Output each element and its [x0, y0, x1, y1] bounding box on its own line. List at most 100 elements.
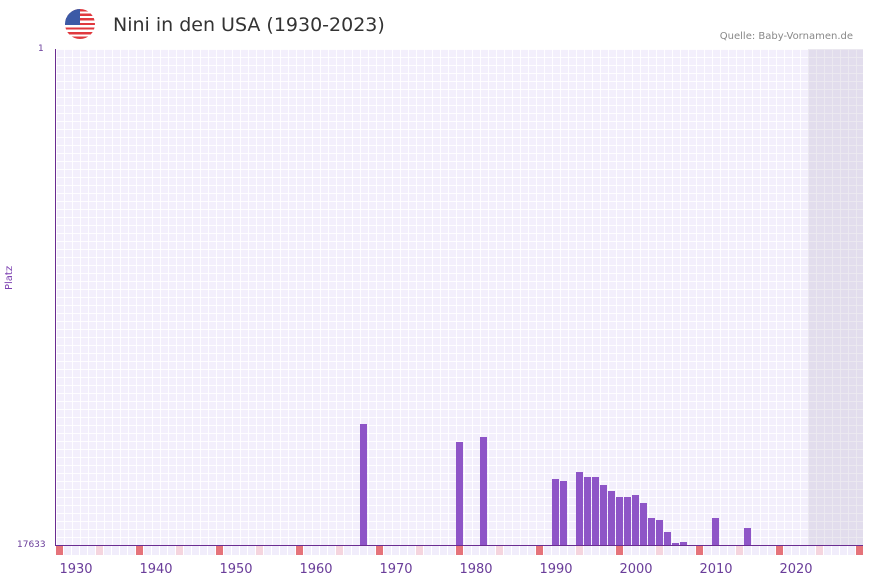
y-axis-label: Platz [4, 265, 15, 290]
year-marker [432, 546, 439, 555]
bar-1997[interactable] [608, 491, 615, 545]
year-marker [88, 546, 95, 555]
year-marker [104, 546, 111, 555]
year-marker [152, 546, 159, 555]
year-marker [640, 546, 647, 555]
year-marker [184, 546, 191, 555]
year-marker [696, 546, 703, 555]
year-marker [816, 546, 823, 555]
year-marker [784, 546, 791, 555]
bar-2014[interactable] [744, 528, 751, 545]
year-marker [448, 546, 455, 555]
year-marker [768, 546, 775, 555]
year-marker [680, 546, 687, 555]
plot-area [56, 49, 863, 545]
bar-1995[interactable] [592, 477, 599, 545]
year-marker [320, 546, 327, 555]
year-marker [600, 546, 607, 555]
year-marker [216, 546, 223, 555]
bar-2000[interactable] [632, 495, 639, 545]
year-marker [472, 546, 479, 555]
year-marker [648, 546, 655, 555]
year-marker [408, 546, 415, 555]
year-marker [664, 546, 671, 555]
y-tick-bottom: 17633 [17, 540, 46, 550]
bar-2001[interactable] [640, 503, 647, 545]
x-axis [55, 545, 863, 546]
year-marker [528, 546, 535, 555]
year-marker [848, 546, 855, 555]
year-marker [456, 546, 463, 555]
year-marker [776, 546, 783, 555]
year-marker [64, 546, 71, 555]
year-marker [800, 546, 807, 555]
us-flag-icon [65, 9, 95, 39]
year-marker [264, 546, 271, 555]
bar-2005[interactable] [672, 543, 679, 545]
year-marker [248, 546, 255, 555]
year-marker [744, 546, 751, 555]
year-marker [416, 546, 423, 555]
bar-1999[interactable] [624, 497, 631, 545]
bar-2003[interactable] [656, 520, 663, 545]
year-marker [624, 546, 631, 555]
x-tick-1970: 1970 [379, 562, 413, 577]
bar-2006[interactable] [680, 542, 687, 545]
source-link[interactable]: Quelle: Baby-Vornamen.de [719, 31, 853, 42]
year-marker [464, 546, 471, 555]
year-marker [80, 546, 87, 555]
year-marker [592, 546, 599, 555]
bar-2010[interactable] [712, 518, 719, 545]
year-marker [552, 546, 559, 555]
year-marker [496, 546, 503, 555]
bar-2002[interactable] [648, 518, 655, 545]
year-marker [488, 546, 495, 555]
year-marker [400, 546, 407, 555]
bar-1993[interactable] [576, 472, 583, 545]
x-tick-1950: 1950 [219, 562, 253, 577]
year-marker [360, 546, 367, 555]
year-marker [296, 546, 303, 555]
year-marker [440, 546, 447, 555]
bar-1990[interactable] [552, 479, 559, 545]
year-marker [200, 546, 207, 555]
year-marker [728, 546, 735, 555]
year-marker [480, 546, 487, 555]
year-marker [760, 546, 767, 555]
year-marker [256, 546, 263, 555]
year-marker [96, 546, 103, 555]
bar-2004[interactable] [664, 532, 671, 545]
year-marker [424, 546, 431, 555]
year-marker [272, 546, 279, 555]
bar-1978[interactable] [456, 442, 463, 545]
bar-1996[interactable] [600, 485, 607, 545]
year-marker [520, 546, 527, 555]
x-tick-1940: 1940 [139, 562, 173, 577]
year-marker [120, 546, 127, 555]
year-marker [224, 546, 231, 555]
year-marker [584, 546, 591, 555]
bar-1966[interactable] [360, 424, 367, 545]
year-marker [736, 546, 743, 555]
year-marker [376, 546, 383, 555]
year-marker [688, 546, 695, 555]
bar-1994[interactable] [584, 477, 591, 545]
year-marker [752, 546, 759, 555]
bar-1998[interactable] [616, 497, 623, 545]
year-marker [208, 546, 215, 555]
year-marker [392, 546, 399, 555]
year-marker [128, 546, 135, 555]
year-marker [712, 546, 719, 555]
year-marker [304, 546, 311, 555]
year-marker [608, 546, 615, 555]
x-tick-2000: 2000 [619, 562, 653, 577]
bar-1991[interactable] [560, 481, 567, 545]
year-marker [856, 546, 863, 555]
x-tick-1980: 1980 [459, 562, 493, 577]
year-marker [632, 546, 639, 555]
x-tick-2010: 2010 [699, 562, 733, 577]
bar-1981[interactable] [480, 437, 487, 545]
year-marker [232, 546, 239, 555]
year-marker [824, 546, 831, 555]
year-marker [368, 546, 375, 555]
